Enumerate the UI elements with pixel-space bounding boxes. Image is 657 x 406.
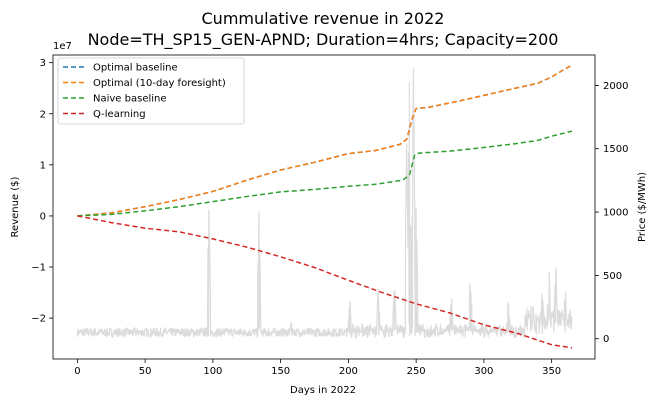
revenue-series bbox=[77, 64, 573, 349]
x-tick-label: 50 bbox=[139, 366, 152, 377]
x-tick-label: 100 bbox=[203, 366, 222, 377]
y-tick-label: 3 bbox=[40, 58, 46, 69]
y-tick-label: 2 bbox=[40, 109, 46, 120]
price-line bbox=[76, 68, 573, 339]
x-tick-label: 300 bbox=[474, 366, 493, 377]
x-tick-label: 200 bbox=[339, 366, 358, 377]
y2-tick-label: 2000 bbox=[603, 81, 628, 92]
y-axis-label: Revenue ($) bbox=[10, 176, 21, 237]
legend-box bbox=[57, 57, 245, 125]
legend-label-q-learning: Q-learning bbox=[93, 109, 146, 120]
legend-label-optimal-10-day-foresight: Optimal (10-day foresight) bbox=[93, 78, 226, 89]
x-axis-label: Days in 2022 bbox=[290, 385, 356, 396]
series-line-q-learning bbox=[77, 215, 573, 349]
series-line-optimal-10-day-foresight bbox=[77, 64, 573, 217]
y2-axis-label: Price ($/MWh) bbox=[637, 172, 648, 242]
x-tick-label: 350 bbox=[542, 366, 561, 377]
legend-label-optimal-baseline: Optimal baseline bbox=[93, 63, 178, 74]
chart-title-line1: Cummulative revenue in 2022 bbox=[202, 9, 445, 28]
y-tick-label: −1 bbox=[31, 263, 46, 274]
x-tick-label: 250 bbox=[407, 366, 426, 377]
legend-label-naive-baseline: Naive baseline bbox=[93, 94, 167, 105]
price-series bbox=[76, 68, 573, 339]
y2-axis: 2000 1500 1000 500 0 bbox=[595, 81, 628, 345]
y-tick-label: 1 bbox=[40, 160, 46, 171]
y2-tick-label: 500 bbox=[603, 271, 622, 282]
y-tick-label: 0 bbox=[40, 211, 46, 222]
x-tick-label: 150 bbox=[271, 366, 290, 377]
y2-tick-label: 0 bbox=[603, 334, 609, 345]
y-axis: 3 2 1 0 −1 −2 bbox=[31, 58, 53, 325]
x-tick-label: 0 bbox=[74, 366, 80, 377]
y-tick-label: −2 bbox=[31, 314, 46, 325]
y-exponent-label: 1e7 bbox=[53, 41, 72, 52]
legend: Optimal baseline Optimal (10-day foresigh… bbox=[57, 57, 245, 125]
y2-tick-label: 1500 bbox=[603, 144, 628, 155]
y2-tick-label: 1000 bbox=[603, 208, 628, 219]
x-axis: 0 50 100 150 200 250 300 350 bbox=[74, 359, 561, 377]
chart-title-line2: Node=TH_SP15_GEN-APND; Duration=4hrs; Ca… bbox=[88, 30, 559, 50]
series-line-naive-baseline bbox=[77, 130, 573, 217]
plot-frame bbox=[52, 54, 596, 360]
